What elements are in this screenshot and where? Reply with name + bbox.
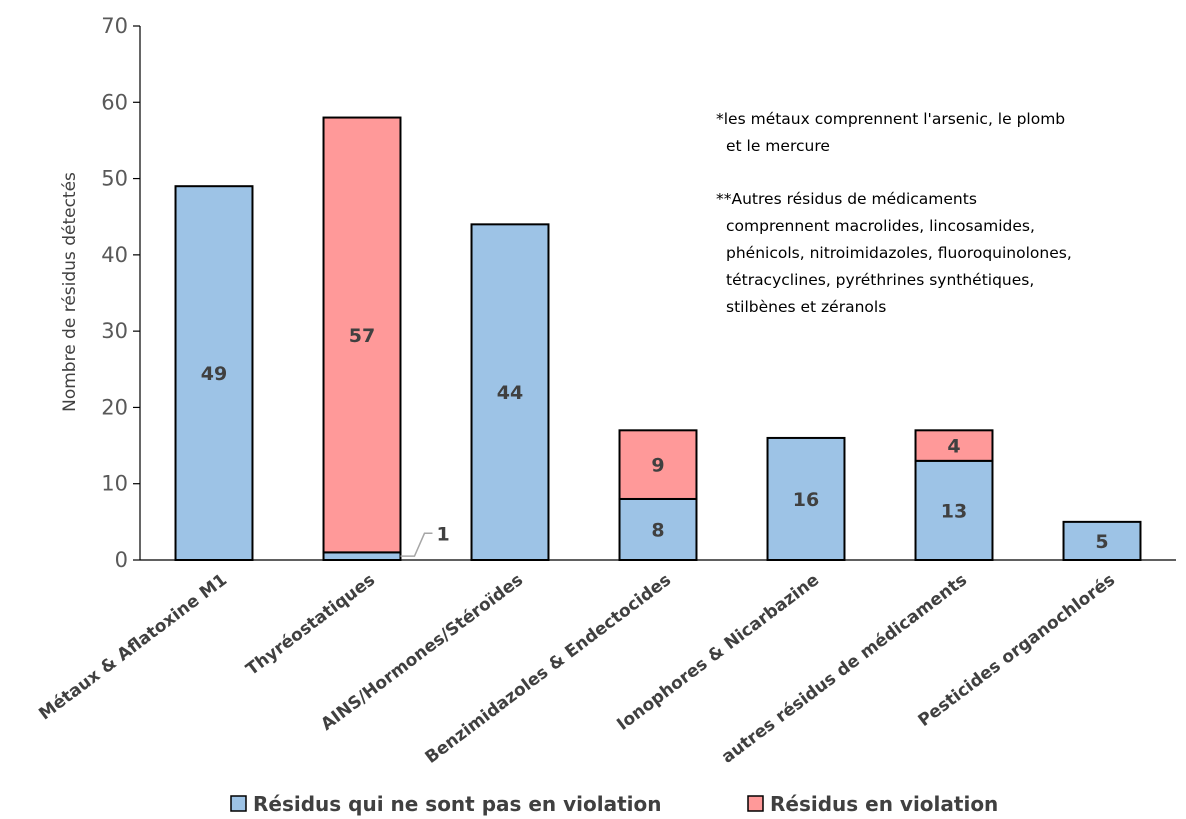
bar-segment-not-violation [174,185,254,561]
data-label: 44 [497,382,523,404]
legend-swatch-not-violation [230,795,247,812]
y-tick-label: 40 [101,243,128,267]
annotation-line-5: phénicols, nitroimidazoles, fluoroquinol… [726,244,1072,262]
data-label: 1 [436,523,449,545]
y-tick-label: 0 [115,548,128,572]
annotation-line-6: tétracyclines, pyréthrines synthétiques, [726,271,1034,289]
data-label: 9 [651,455,664,477]
data-label: 13 [941,500,967,522]
data-label: 57 [349,325,375,347]
bars: 49 57 44 8 9 16 13 4 5 [174,116,1142,562]
category-labels: Métaux & Aflatoxine M1 ThyréostatiquesAIN… [35,570,1119,768]
data-label: 5 [1095,531,1108,553]
x-category-label: Métaux & Aflatoxine M1 [35,570,231,724]
annotation-line-7: stilbènes et zéranols [726,298,886,316]
callout-leader-line [400,532,433,557]
y-tick-label: 10 [101,472,128,496]
y-tick-label: 30 [101,319,128,343]
y-tick-label: 70 [101,14,128,38]
annotation-line-3: **Autres résidus de médicaments [716,190,977,208]
bar-segment-not-violation [766,436,846,562]
bar-segment-violation [322,116,402,554]
annotation-notes: *les métaux comprennent l'arsenic, le pl… [716,110,1072,316]
bar-segment-violation [914,429,994,462]
data-label: 49 [201,363,227,385]
bar-segment-not-violation [322,551,402,561]
y-tick-label: 20 [101,395,128,419]
legend: Résidus qui ne sont pas en violation Rés… [230,792,998,816]
y-axis-label: Nombre de résidus détectés [60,172,80,412]
annotation-line-2: et le mercure [726,137,830,155]
x-category-label: Thyréostatiques [242,570,379,680]
data-label: 8 [651,519,664,541]
y-tick-label: 60 [101,90,128,114]
x-category-label: autres résidus de médicaments [718,570,971,768]
callout: 1 [400,523,450,557]
y-axis: 0 10 20 30 40 50 60 70 [101,14,141,572]
annotation-line-4: comprennent macrolides, lincosamides, [726,217,1035,235]
bar-segment-not-violation [1062,520,1142,561]
data-label: 16 [793,489,819,511]
legend-swatch-violation [747,795,764,812]
annotation-line-1: *les métaux comprennent l'arsenic, le pl… [716,110,1065,128]
x-category-label: Benzimidazoles & Endectocides [422,570,675,768]
y-tick-label: 50 [101,167,128,191]
bar-segment-violation [618,429,698,500]
data-label: 4 [947,436,960,458]
legend-label-violation: Résidus en violation [770,792,998,816]
legend-label-not-violation: Résidus qui ne sont pas en violation [253,792,662,816]
